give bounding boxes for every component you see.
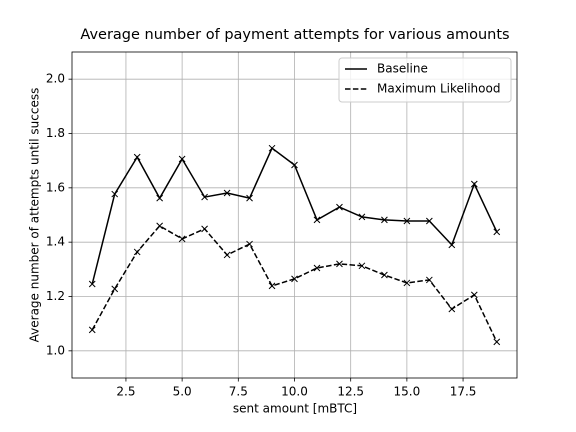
data-marker bbox=[178, 155, 186, 163]
data-marker bbox=[133, 248, 141, 256]
data-marker bbox=[336, 203, 343, 211]
y-tick-label: 1.8 bbox=[46, 126, 65, 140]
data-marker bbox=[246, 194, 253, 202]
chart-title: Average number of payment attempts for v… bbox=[80, 27, 509, 43]
data-marker bbox=[291, 161, 298, 169]
data-marker bbox=[313, 264, 321, 272]
legend-label: Maximum Likelihood bbox=[377, 82, 500, 96]
data-marker bbox=[223, 189, 231, 197]
y-tick-label: 1.0 bbox=[46, 343, 65, 357]
data-marker bbox=[223, 251, 231, 259]
y-tick-label: 1.4 bbox=[46, 235, 65, 249]
x-axis-label: sent amount [mBTC] bbox=[233, 402, 357, 416]
data-marker bbox=[111, 190, 119, 198]
data-marker bbox=[358, 262, 366, 270]
data-marker bbox=[313, 216, 321, 224]
data-marker bbox=[425, 217, 433, 225]
data-marker bbox=[156, 194, 164, 202]
data-marker bbox=[403, 217, 411, 225]
y-axis-label: Average number of attempts until success bbox=[28, 88, 42, 343]
data-marker bbox=[358, 213, 366, 221]
data-marker bbox=[381, 271, 388, 279]
x-tick-label: 10.0 bbox=[281, 385, 308, 399]
data-marker bbox=[246, 240, 253, 248]
x-tick-label: 12.5 bbox=[337, 385, 364, 399]
data-marker bbox=[470, 180, 478, 188]
data-marker bbox=[133, 153, 141, 161]
y-tick-label: 1.2 bbox=[46, 289, 65, 303]
data-marker bbox=[268, 144, 276, 152]
data-marker bbox=[111, 285, 119, 293]
x-tick-label: 17.5 bbox=[450, 385, 477, 399]
data-marker bbox=[470, 291, 478, 299]
x-tick-label: 7.5 bbox=[229, 385, 248, 399]
x-tick-label: 2.5 bbox=[116, 385, 135, 399]
data-marker bbox=[493, 338, 501, 346]
data-marker bbox=[88, 326, 96, 334]
legend-box bbox=[338, 57, 512, 103]
data-marker bbox=[88, 280, 96, 288]
y-tick-label: 1.6 bbox=[46, 180, 65, 194]
plot-frame bbox=[71, 51, 518, 379]
data-marker bbox=[201, 193, 208, 201]
y-tick-label: 2.0 bbox=[46, 72, 65, 86]
x-tick-label: 5.0 bbox=[173, 385, 192, 399]
data-marker bbox=[336, 260, 343, 268]
data-marker bbox=[425, 276, 433, 284]
data-marker bbox=[178, 235, 186, 243]
x-tick-label: 15.0 bbox=[394, 385, 421, 399]
data-marker bbox=[493, 228, 501, 236]
data-marker bbox=[448, 241, 456, 249]
data-marker bbox=[448, 305, 456, 313]
legend-label: Baseline bbox=[377, 62, 428, 76]
data-marker bbox=[201, 225, 208, 233]
legend: Baseline Maximum Likelihood bbox=[338, 57, 512, 103]
data-marker bbox=[268, 282, 276, 290]
data-marker bbox=[381, 216, 388, 224]
data-marker bbox=[403, 279, 411, 287]
data-marker bbox=[291, 275, 298, 283]
data-marker bbox=[156, 222, 164, 230]
